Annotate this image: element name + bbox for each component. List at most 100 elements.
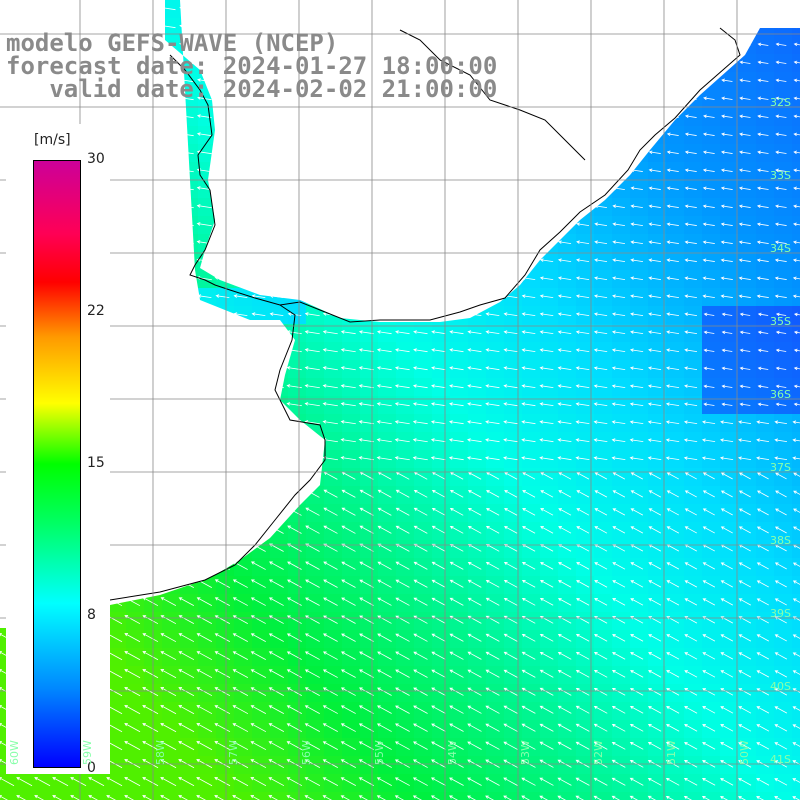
wind-arrow [793,222,800,227]
speed-cell [576,432,595,451]
wind-arrow [594,580,608,588]
wind-arrow [448,438,464,443]
wind-arrow [377,507,392,516]
wind-arrow [214,705,231,715]
wind-arrow [358,438,374,443]
wind-arrow [648,670,662,678]
wind-arrow [557,402,572,407]
wind-arrow [341,507,356,516]
wind-arrow [232,705,249,715]
wind-arrow [341,489,356,498]
wind-arrow [720,222,733,227]
speed-cell [702,324,721,343]
wind-arrow [665,742,680,750]
wind-arrow [358,384,374,389]
wind-arrow [232,633,248,642]
wind-arrow [793,96,800,101]
speed-cell [756,288,775,307]
wind-arrow [629,456,644,461]
wind-arrow [286,777,303,787]
wind-arrow [539,366,554,371]
wind-arrow [268,633,284,642]
wind-arrow [395,687,410,696]
wind-arrow [413,330,428,335]
wind-arrow [684,562,698,570]
speed-cell [432,432,451,451]
wind-arrow [358,330,374,335]
speed-cell [756,792,775,800]
wind-arrow [666,150,679,155]
wind-arrow [774,420,787,424]
wind-arrow [160,651,177,661]
wind-arrow [359,561,374,570]
speed-cell [576,378,595,397]
wind-arrow [269,561,284,570]
wind-arrow [340,384,356,389]
speed-cell [774,90,793,109]
speed-cell [720,432,739,451]
wind-arrow [467,438,482,443]
forecast-date: forecast date: 2024-01-27 18:00:00 [6,52,498,80]
wind-arrow [738,562,751,570]
speed-cell [774,360,793,379]
wind-arrow [792,778,800,783]
wind-arrow [467,741,482,750]
wind-arrow [775,402,787,407]
longitude-label: 54W [446,740,459,765]
speed-cell [774,72,793,91]
wind-arrow [358,456,374,461]
wind-arrow [503,330,518,335]
wind-arrow [467,508,482,516]
wind-arrow [738,688,752,696]
wind-arrow [485,456,500,461]
wind-arrow [322,402,338,407]
speed-cell [738,126,757,145]
wind-arrow [575,330,590,335]
wind-arrow [702,168,715,173]
speed-cell [180,792,199,800]
wind-arrow [775,150,787,155]
wind-arrow [683,420,698,425]
wind-arrow [142,615,159,625]
wind-arrow [503,544,518,552]
wind-arrow [178,723,195,733]
wind-arrow [775,472,787,480]
speed-cell [684,270,703,289]
speed-cell [738,252,757,271]
speed-cell [594,432,613,451]
wind-arrow [521,741,536,750]
wind-arrow [160,669,177,679]
wind-arrow [485,508,500,516]
speed-cell [324,324,343,343]
speed-cell [684,198,703,217]
wind-arrow [611,330,626,335]
wind-arrow [304,330,320,335]
wind-arrow [702,508,715,516]
wind-arrow [160,723,177,733]
wind-arrow [720,204,733,209]
wind-arrow [540,472,554,480]
wind-arrow [721,330,733,335]
wind-arrow [539,348,554,353]
speed-cell [738,54,757,73]
colorbar-tick: 15 [87,455,105,471]
wind-arrow [702,294,715,298]
speed-cell [702,792,721,800]
speed-cell [684,432,703,451]
wind-arrow [629,777,644,786]
wind-arrow [341,525,356,534]
wind-arrow [539,258,554,263]
speed-cell [684,324,703,343]
speed-cell [576,234,595,253]
wind-arrow [775,42,787,47]
wind-arrow [702,652,716,660]
speed-cell [450,378,469,397]
wind-arrow [395,669,410,678]
speed-cell [666,288,685,307]
wind-arrow [611,348,626,353]
wind-arrow [702,204,715,209]
wind-arrow [702,132,715,137]
speed-cell [360,324,379,343]
wind-arrow [756,456,770,461]
